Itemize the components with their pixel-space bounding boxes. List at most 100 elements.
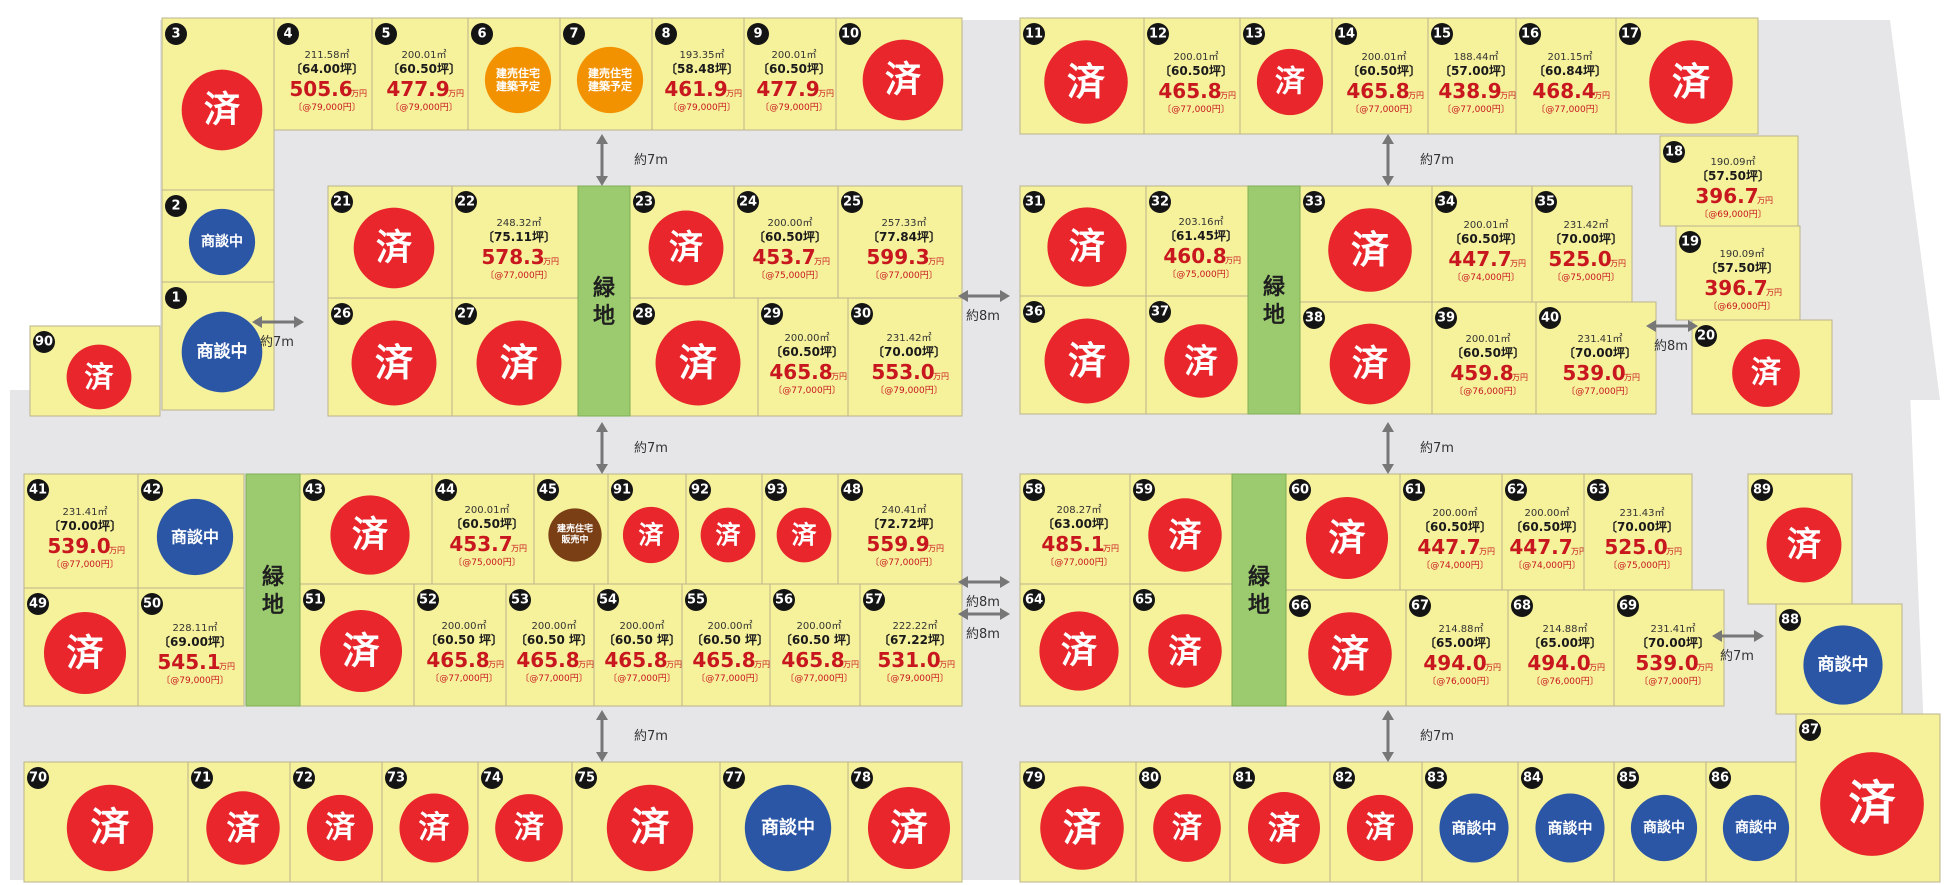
lot-5[interactable]: 5 200.01㎡〔60.50坪〕477.9万円〔@79,000円〕 <box>371 17 469 131</box>
lot-20[interactable]: 20 済 <box>1691 319 1833 415</box>
lot-44[interactable]: 44 200.01㎡〔60.50坪〕453.7万円〔@75,000円〕 <box>431 473 535 585</box>
lot-48[interactable]: 48 240.41㎡〔72.72坪〕559.9万円〔@77,000円〕 <box>837 473 963 585</box>
lot-52[interactable]: 52 200.00㎡〔60.50 坪〕465.8万円〔@77,000円〕 <box>413 583 507 707</box>
lot-51[interactable]: 51 済 <box>299 583 415 707</box>
lot-39[interactable]: 39 200.01㎡〔60.50坪〕459.8万円〔@76,000円〕 <box>1431 301 1537 415</box>
lot-72[interactable]: 72 済 <box>289 761 383 883</box>
lot-93[interactable]: 93 済 <box>761 473 839 585</box>
arrow-head <box>1382 710 1394 720</box>
lot-number-badge <box>655 23 677 45</box>
lot-58[interactable]: 58 208.27㎡〔63.00坪〕485.1万円〔@77,000円〕 <box>1019 473 1131 585</box>
lot-66[interactable]: 66 済 <box>1285 589 1407 707</box>
lot-30[interactable]: 30 231.42㎡〔70.00坪〕553.0万円〔@79,000円〕 <box>847 297 963 417</box>
lot-88[interactable]: 88 商談中 <box>1775 603 1903 715</box>
lot-3[interactable]: 3済 <box>161 17 275 191</box>
lot-31[interactable]: 31 済 <box>1019 185 1147 297</box>
lot-33[interactable]: 33 済 <box>1299 185 1433 303</box>
lot-area: 203.16㎡ <box>1179 216 1224 228</box>
lot-40[interactable]: 40 231.41㎡〔70.00坪〕539.0万円〔@77,000円〕 <box>1535 301 1657 415</box>
lot-86[interactable]: 86 商談中 <box>1705 761 1799 883</box>
lot-84[interactable]: 84 商談中 <box>1517 761 1615 883</box>
lot-14[interactable]: 14 200.01㎡〔60.50坪〕465.8万円〔@77,000円〕 <box>1331 17 1429 135</box>
lot-42[interactable]: 42 商談中 <box>137 473 245 589</box>
lot-1[interactable]: 1 商談中 <box>161 281 275 411</box>
lot-67[interactable]: 67 214.88㎡〔65.00坪〕494.0万円〔@76,000円〕 <box>1405 589 1509 707</box>
lot-36[interactable]: 36 済 <box>1019 295 1147 415</box>
lot-29[interactable]: 29 200.00㎡〔60.50坪〕465.8万円〔@77,000円〕 <box>757 297 849 417</box>
lot-91[interactable]: 91 済 <box>607 473 687 585</box>
lot-41[interactable]: 41 231.41㎡〔70.00坪〕539.0万円〔@77,000円〕 <box>23 473 139 589</box>
lot-37[interactable]: 37 済 <box>1145 295 1249 415</box>
lot-13[interactable]: 13 済 <box>1239 17 1333 135</box>
lot-70[interactable]: 70 済 <box>23 761 189 883</box>
lot-71[interactable]: 71 済 <box>187 761 291 883</box>
lot-92[interactable]: 92 済 <box>685 473 763 585</box>
lot-49[interactable]: 49 済 <box>23 587 139 707</box>
lot-22[interactable]: 22 248.32㎡〔75.11坪〕578.3万円〔@77,000円〕 <box>451 185 579 299</box>
lot-79[interactable]: 79 済 <box>1019 761 1137 883</box>
lot-32[interactable]: 32 203.16㎡〔61.45坪〕460.8万円〔@75,000円〕 <box>1145 185 1249 297</box>
lot-81[interactable]: 81 済 <box>1229 761 1331 883</box>
lot-75[interactable]: 75 済 <box>571 761 721 883</box>
price-unit: 万円 <box>543 257 559 266</box>
lot-26[interactable]: 26 済 <box>327 297 453 417</box>
lot-89[interactable]: 89 済 <box>1747 473 1853 605</box>
lot-21[interactable]: 21 済 <box>327 185 453 299</box>
lot-8[interactable]: 8 193.35㎡〔58.48坪〕461.9万円〔@79,000円〕 <box>651 17 745 131</box>
lot-60[interactable]: 60 済 <box>1285 473 1401 591</box>
lot-77[interactable]: 77 商談中 <box>719 761 849 883</box>
lot-24[interactable]: 24 200.00㎡〔60.50坪〕453.7万円〔@75,000円〕 <box>733 185 839 299</box>
lot-80[interactable]: 80 済 <box>1135 761 1231 883</box>
lot-38[interactable]: 38 済 <box>1299 301 1433 415</box>
lot-tsubo: 〔64.00坪〕 <box>290 61 364 76</box>
lot-68[interactable]: 68 214.88㎡〔65.00坪〕494.0万円〔@76,000円〕 <box>1507 589 1615 707</box>
lot-43[interactable]: 43 済 <box>299 473 433 585</box>
lot-number: 45 <box>539 483 557 498</box>
lot-17[interactable]: 17 済 <box>1615 17 1759 135</box>
lot-82[interactable]: 82 済 <box>1329 761 1423 883</box>
lot-23[interactable]: 23 済 <box>629 185 735 299</box>
lot-9[interactable]: 9 200.01㎡〔60.50坪〕477.9万円〔@79,000円〕 <box>743 17 837 131</box>
lot-number: 28 <box>635 307 653 322</box>
lot-27[interactable]: 27 済 <box>451 297 579 417</box>
lot-83[interactable]: 83 商談中 <box>1421 761 1519 883</box>
lot-34[interactable]: 34 200.01㎡〔60.50坪〕447.7万円〔@74,000円〕 <box>1431 185 1533 303</box>
lot-11[interactable]: 11 済 <box>1019 17 1145 135</box>
lot-64[interactable]: 64 済 <box>1019 583 1131 707</box>
lot-4[interactable]: 4 211.58㎡〔64.00坪〕505.6万円〔@79,000円〕 <box>273 17 373 131</box>
lot-50[interactable]: 50 228.11㎡〔69.00坪〕545.1万円〔@79,000円〕 <box>137 587 245 707</box>
lot-25[interactable]: 25 257.33㎡〔77.84坪〕599.3万円〔@77,000円〕 <box>837 185 963 299</box>
lot-number-badge <box>1403 479 1425 501</box>
lot-73[interactable]: 73 済 <box>381 761 479 883</box>
lot-61[interactable]: 61 200.00㎡〔60.50坪〕447.7万円〔@74,000円〕 <box>1399 473 1503 591</box>
lot-74[interactable]: 74 済 <box>477 761 573 883</box>
lot-90[interactable]: 90 済 <box>29 325 161 417</box>
lot-10[interactable]: 10 済 <box>835 17 963 131</box>
lot-28[interactable]: 28 済 <box>629 297 759 417</box>
lot-2[interactable]: 2 商談中 <box>161 189 275 283</box>
lot-56[interactable]: 56 200.00㎡〔60.50 坪〕465.8万円〔@77,000円〕 <box>769 583 861 707</box>
road-width-text: 約8m <box>966 309 1000 324</box>
lot-85[interactable]: 85 商談中 <box>1613 761 1707 883</box>
lot-16[interactable]: 16 201.15㎡〔60.84坪〕468.4万円〔@77,000円〕 <box>1515 17 1617 135</box>
lot-87[interactable]: 87 済 <box>1795 713 1941 883</box>
lot-35[interactable]: 35 231.42㎡〔70.00坪〕525.0万円〔@75,000円〕 <box>1531 185 1633 303</box>
lot-69[interactable]: 69 231.41㎡〔70.00坪〕539.0万円〔@77,000円〕 <box>1613 589 1725 707</box>
lot-65[interactable]: 65 済 <box>1129 583 1233 707</box>
lot-78[interactable]: 78 済 <box>847 761 963 883</box>
status-text: 済 <box>67 632 105 675</box>
lot-63[interactable]: 63 231.43㎡〔70.00坪〕525.0万円〔@75,000円〕 <box>1583 473 1693 591</box>
lot-19[interactable]: 19 190.09㎡〔57.50坪〕396.7万円〔@69,000円〕 <box>1675 225 1801 321</box>
lot-57[interactable]: 57 222.22㎡〔67.22坪〕531.0万円〔@79,000円〕 <box>859 583 963 707</box>
lot-12[interactable]: 12 200.01㎡〔60.50坪〕465.8万円〔@77,000円〕 <box>1143 17 1241 135</box>
lot-18[interactable]: 18 190.09㎡〔57.50坪〕396.7万円〔@69,000円〕 <box>1659 135 1799 227</box>
lot-59[interactable]: 59 済 <box>1129 473 1233 585</box>
